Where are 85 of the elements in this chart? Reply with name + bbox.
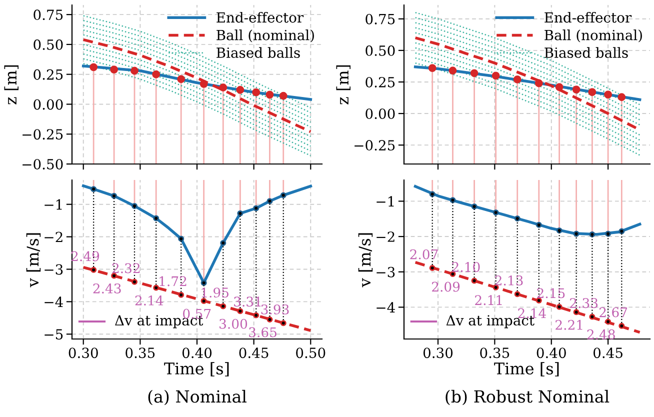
- point: [236, 86, 244, 94]
- x-tick-label: 0.30: [423, 348, 453, 358]
- y-axis-title: z [m]: [336, 65, 350, 104]
- y-tick-label: −5: [44, 329, 63, 340]
- y-tick-label: 0.00: [366, 108, 395, 119]
- point: [428, 64, 436, 72]
- y-tick-label: −1: [376, 196, 394, 206]
- y-tick-label: −2: [376, 232, 394, 242]
- y-tick-label: −3: [44, 264, 63, 275]
- y-tick-label: −0.25: [354, 140, 395, 151]
- annotation: 2.07: [410, 249, 438, 260]
- point: [252, 88, 260, 96]
- y-tick-label: −4: [44, 296, 63, 307]
- text: (a) Nominal: [148, 390, 246, 406]
- legend-label: Ball (nominal): [544, 30, 642, 42]
- y-tick-label: 0.50: [366, 45, 395, 56]
- annotation: 2.43: [93, 283, 121, 294]
- point: [555, 83, 564, 91]
- point: [219, 84, 228, 92]
- x-tick-label: 0.45: [239, 348, 268, 358]
- annotation: 2.10: [452, 262, 480, 272]
- x-axis-title: Time [s]: [164, 362, 229, 376]
- x-tick-label: 0.35: [480, 348, 510, 358]
- x-tick-label: 0.30: [68, 348, 98, 358]
- annotation: 3.00: [220, 318, 248, 329]
- point: [604, 90, 612, 99]
- point: [266, 90, 274, 99]
- point: [572, 86, 580, 94]
- annotation: 3.93: [261, 304, 289, 314]
- line-series: [414, 65, 642, 102]
- y-tick-label: 0.50: [34, 39, 63, 50]
- y-tick-label: 0.25: [366, 76, 395, 88]
- annotation: 1.72: [160, 276, 186, 286]
- annotation: 2.13: [495, 275, 523, 286]
- point: [110, 66, 118, 74]
- y-tick-label: 0.75: [366, 14, 395, 24]
- legend-label: End-effector: [216, 12, 304, 23]
- point: [492, 72, 500, 80]
- y-axis-title: v [m/s]: [358, 233, 373, 288]
- x-axis-title: Time [s]: [494, 362, 559, 376]
- y-tick-label: −1: [44, 199, 62, 210]
- x-tick-label: 0.40: [182, 348, 212, 358]
- point: [470, 69, 478, 78]
- y-tick-label: −3: [376, 266, 395, 278]
- point: [279, 92, 288, 100]
- point: [534, 79, 543, 88]
- annotation: 1.95: [202, 288, 228, 298]
- y-tick-label: −4: [376, 302, 395, 312]
- annotation: 2.11: [475, 295, 502, 306]
- y-tick-label: 0.75: [34, 10, 63, 20]
- annotation: 2.09: [432, 282, 460, 292]
- annotation: 2.14: [135, 295, 164, 306]
- annotation: 3.65: [249, 327, 276, 338]
- point: [588, 88, 596, 96]
- point: [130, 66, 138, 75]
- line-series: [82, 64, 312, 101]
- legend-label: Biased balls: [544, 47, 628, 58]
- text: (b) Robust Nominal: [446, 390, 610, 406]
- y-tick-label: −2: [44, 232, 62, 242]
- point: [177, 75, 186, 84]
- x-tick-label: 0.45: [594, 348, 622, 358]
- y-axis-title: v [m/s]: [26, 233, 41, 288]
- line-series: [414, 184, 642, 236]
- annotation: 2.48: [587, 329, 615, 340]
- y-tick-label: 0.25: [34, 69, 63, 80]
- point: [90, 63, 98, 72]
- point: [448, 66, 457, 75]
- y-tick-label: −0.50: [22, 158, 63, 170]
- annotation: 2.15: [537, 288, 565, 298]
- point: [200, 80, 208, 88]
- point: [152, 70, 160, 78]
- legend-label: End-effector: [544, 12, 632, 23]
- x-tick-label: 0.50: [296, 348, 326, 358]
- x-tick-label: 0.40: [536, 348, 566, 358]
- x-tick-label: 0.35: [126, 348, 155, 358]
- point: [618, 93, 626, 102]
- y-tick-label: 0.00: [34, 99, 63, 110]
- y-axis-title: z [m]: [4, 65, 18, 104]
- y-tick-label: −0.25: [22, 129, 63, 140]
- annotation: 2.32: [112, 263, 140, 274]
- legend-label: Biased balls: [216, 47, 300, 58]
- annotation: 2.21: [556, 320, 582, 330]
- legend-label: Ball (nominal): [216, 30, 314, 42]
- point: [513, 76, 522, 84]
- annotation: 3.31: [234, 296, 261, 307]
